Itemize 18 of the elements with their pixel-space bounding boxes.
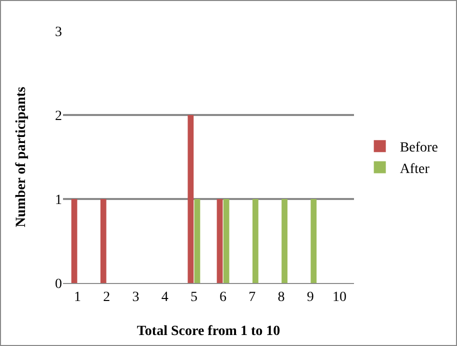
x-tick-label: 1 (74, 290, 82, 305)
x-axis-title: Total Score from 1 to 10 (136, 324, 280, 339)
x-tick-label: 7 (248, 290, 256, 305)
x-tick-label: 10 (332, 290, 346, 305)
x-tick-label: 8 (278, 290, 285, 305)
x-tick-label: 3 (132, 290, 140, 305)
x-tick-label: 9 (306, 290, 314, 305)
y-axis-title: Number of participants (14, 86, 29, 228)
y-tick-label: 3 (55, 24, 62, 40)
y-tick-label: 0 (55, 276, 62, 292)
legend-label: Before (400, 140, 438, 156)
x-tick-label: 4 (161, 290, 168, 305)
legend-label: After (400, 162, 430, 177)
y-tick-label: 2 (55, 108, 62, 124)
x-tick-label: 2 (103, 290, 110, 305)
x-tick-label: 6 (220, 290, 227, 305)
y-tick-label: 1 (55, 192, 62, 208)
x-tick-label: 5 (190, 290, 198, 305)
